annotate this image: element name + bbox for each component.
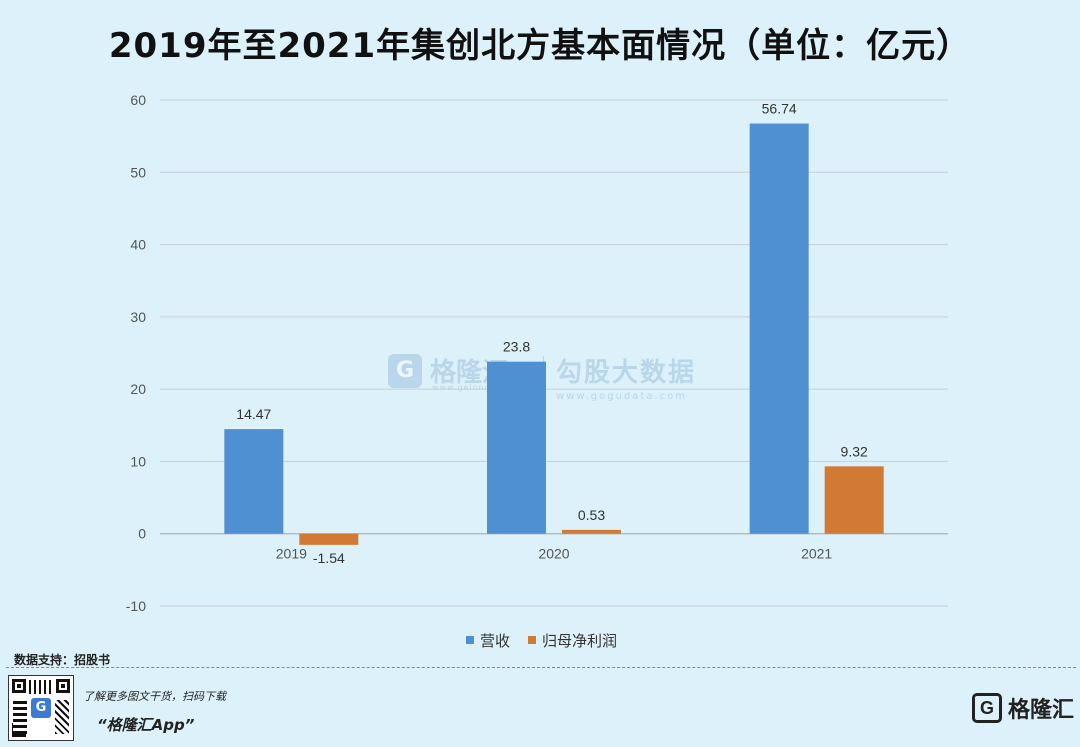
chart-title: 2019年至2021年集创北方基本面情况（单位：亿元） (108, 26, 972, 66)
data-label: 9.32 (841, 443, 868, 459)
data-label: 23.8 (503, 339, 530, 355)
qr-pattern (55, 700, 69, 734)
legend-swatch-net-profit (528, 636, 537, 644)
watermark-brand-url: www.gelonghui.com (432, 383, 530, 392)
data-label: 56.74 (762, 101, 797, 117)
bar (224, 429, 284, 534)
bar (299, 533, 359, 545)
qr-finder-top-right (56, 679, 70, 693)
data-label: 14.47 (236, 406, 271, 422)
legend-item-revenue: 营收 (466, 630, 510, 651)
y-tick-label: 40 (130, 237, 146, 253)
gelonghui-logo-icon: G (972, 693, 1002, 723)
gelonghui-logo-icon: G (388, 353, 422, 388)
legend-item-net-profit: 归母净利润 (528, 630, 617, 651)
y-tick-label: 10 (130, 453, 146, 469)
footer-divider (6, 667, 1076, 668)
y-tick-label: 50 (130, 164, 146, 180)
promo-text: 了解更多图文干货，扫码下载 (83, 690, 226, 703)
legend-swatch-revenue (466, 636, 474, 644)
bar-chart: -10 0 10 20 30 40 50 60 14.47 -1.54 2019 23.8 0.53 20… (126, 92, 948, 614)
x-tick-label: 2021 (801, 546, 832, 562)
qr-pattern (13, 698, 27, 734)
bar (562, 529, 621, 534)
qr-pattern (29, 680, 53, 694)
qr-code: G (8, 675, 74, 741)
y-tick-label: -10 (126, 598, 146, 614)
x-tick-label: 2020 (538, 546, 569, 562)
data-source: 数据支持：招股书 (14, 653, 111, 667)
watermark-partner: 勾股大数据 www.gogudata.com (556, 352, 696, 402)
app-name: “格隆汇App” (97, 716, 195, 734)
qr-finder-top-left (12, 679, 26, 693)
footer-brand-name: 格隆汇 (1008, 698, 1075, 723)
y-tick-label: 60 (130, 92, 146, 108)
legend-label-revenue: 营收 (480, 631, 511, 650)
footer-brand: G 格隆汇 (972, 692, 1074, 724)
legend: 营收 归母净利润 (466, 630, 617, 650)
y-tick-label: 20 (130, 381, 146, 397)
y-tick-label: 30 (130, 309, 146, 325)
data-label: -1.54 (313, 550, 345, 566)
qr-logo-icon: G (31, 698, 51, 718)
bar (749, 123, 809, 534)
bar (487, 361, 546, 534)
bar (824, 466, 884, 534)
watermark-partner-url: www.gogudata.com (556, 391, 688, 402)
legend-label-net-profit: 归母净利润 (542, 631, 618, 650)
watermark-partner-name: 勾股大数据 (556, 358, 697, 388)
y-tick-label: 0 (138, 526, 146, 542)
data-label: 0.53 (578, 507, 605, 523)
x-tick-label: 2019 (276, 546, 307, 562)
